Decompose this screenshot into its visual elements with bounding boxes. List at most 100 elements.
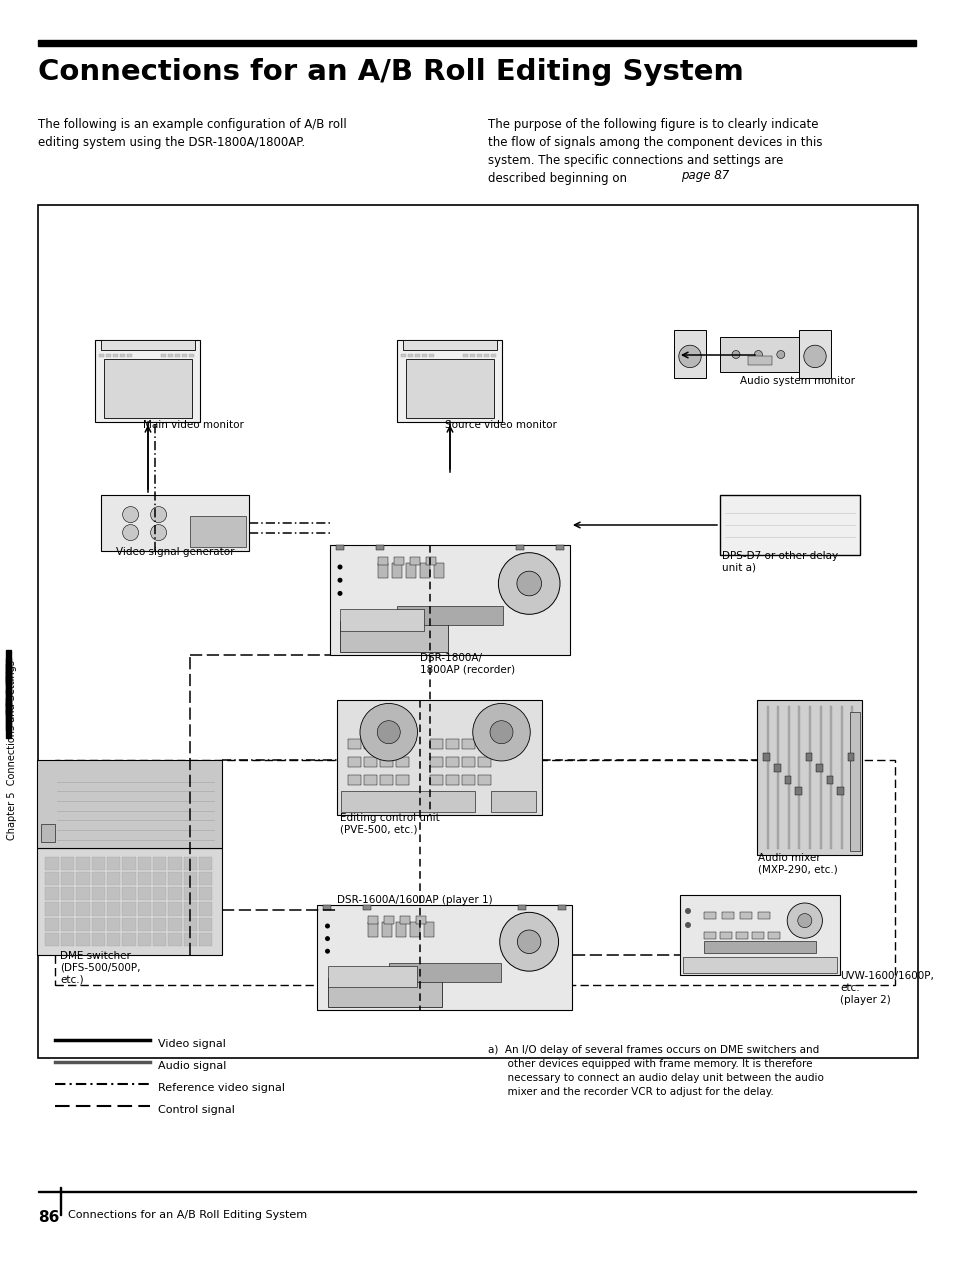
Bar [169,856,182,870]
Bar [422,354,427,357]
Bar [400,916,410,924]
Circle shape [517,930,540,953]
Bar [107,856,120,870]
Bar [330,545,569,655]
Bar [379,739,393,749]
Bar [169,902,182,916]
Bar [720,338,800,372]
Circle shape [731,350,740,358]
Circle shape [490,721,513,744]
Bar [122,887,135,901]
Bar [199,871,213,885]
Text: Chapter 5  Connections and Settings: Chapter 5 Connections and Settings [7,660,17,840]
Bar [6,691,11,715]
Text: Audio system monitor: Audio system monitor [740,376,854,386]
Bar [777,706,779,848]
Bar [76,887,90,901]
Circle shape [325,949,330,954]
Bar [837,787,843,795]
Text: The following is an example configuration of A/B roll
editing system using the D: The following is an example configuratio… [38,118,346,149]
Bar [339,622,447,652]
Bar [341,791,475,812]
Bar [751,933,763,939]
Bar [169,871,182,885]
Circle shape [325,936,330,941]
Bar [174,354,179,357]
Bar [184,917,197,931]
Bar [101,340,195,350]
Bar [6,685,11,693]
Bar [6,650,11,685]
Bar [787,706,789,848]
Circle shape [325,924,330,929]
Bar [773,764,780,772]
Bar [6,664,11,684]
Circle shape [151,507,167,522]
Circle shape [497,553,559,614]
Bar [61,856,74,870]
Text: Editing control unit: Editing control unit [339,813,439,823]
Circle shape [679,345,700,368]
Bar [721,912,733,919]
Text: .: . [719,169,722,182]
Circle shape [151,525,167,540]
Bar [152,887,166,901]
Bar [328,966,416,987]
Bar [199,917,213,931]
Bar [348,775,360,785]
Bar [113,354,118,357]
Bar [795,787,801,795]
Bar [379,775,393,785]
Circle shape [359,703,417,761]
Bar [462,354,467,357]
Bar [798,706,800,848]
Bar [396,922,406,936]
Bar [95,340,200,422]
Bar [38,205,917,1057]
Text: Control signal: Control signal [158,1105,234,1115]
Bar [46,871,59,885]
Bar [840,706,841,848]
Bar [169,917,182,931]
Bar [122,933,135,947]
Bar [6,698,11,713]
Bar [377,557,388,564]
Bar [762,753,769,761]
Bar [91,871,105,885]
Bar [104,359,192,418]
Circle shape [797,913,811,927]
Bar [703,940,815,953]
Bar [757,699,862,855]
Bar [152,856,166,870]
Bar [199,887,213,901]
Text: unit a): unit a) [721,563,755,573]
Bar [849,711,860,851]
Bar [137,856,151,870]
Bar [199,902,213,916]
Bar [476,354,481,357]
Text: Reference video signal: Reference video signal [158,1083,285,1093]
Text: Connections for an A/B Roll Editing System: Connections for an A/B Roll Editing Syst… [68,1210,307,1220]
Bar [402,340,497,350]
Bar [747,357,771,364]
Bar [6,710,11,730]
Bar [160,354,166,357]
Text: Video signal generator: Video signal generator [115,547,234,557]
Bar [410,922,420,936]
Bar [335,545,344,550]
Bar [339,609,423,631]
Text: DSR-1600A/1600AP (player 1): DSR-1600A/1600AP (player 1) [336,896,493,905]
Bar [394,557,403,564]
Bar [384,916,395,924]
Bar [137,917,151,931]
Bar [91,933,105,947]
Bar [76,902,90,916]
Bar [37,847,222,956]
Circle shape [684,908,690,913]
Text: Main video monitor: Main video monitor [143,420,244,431]
Bar [426,557,436,564]
Bar [152,871,166,885]
Bar [396,605,502,626]
Bar [720,933,731,939]
Bar [477,775,490,785]
